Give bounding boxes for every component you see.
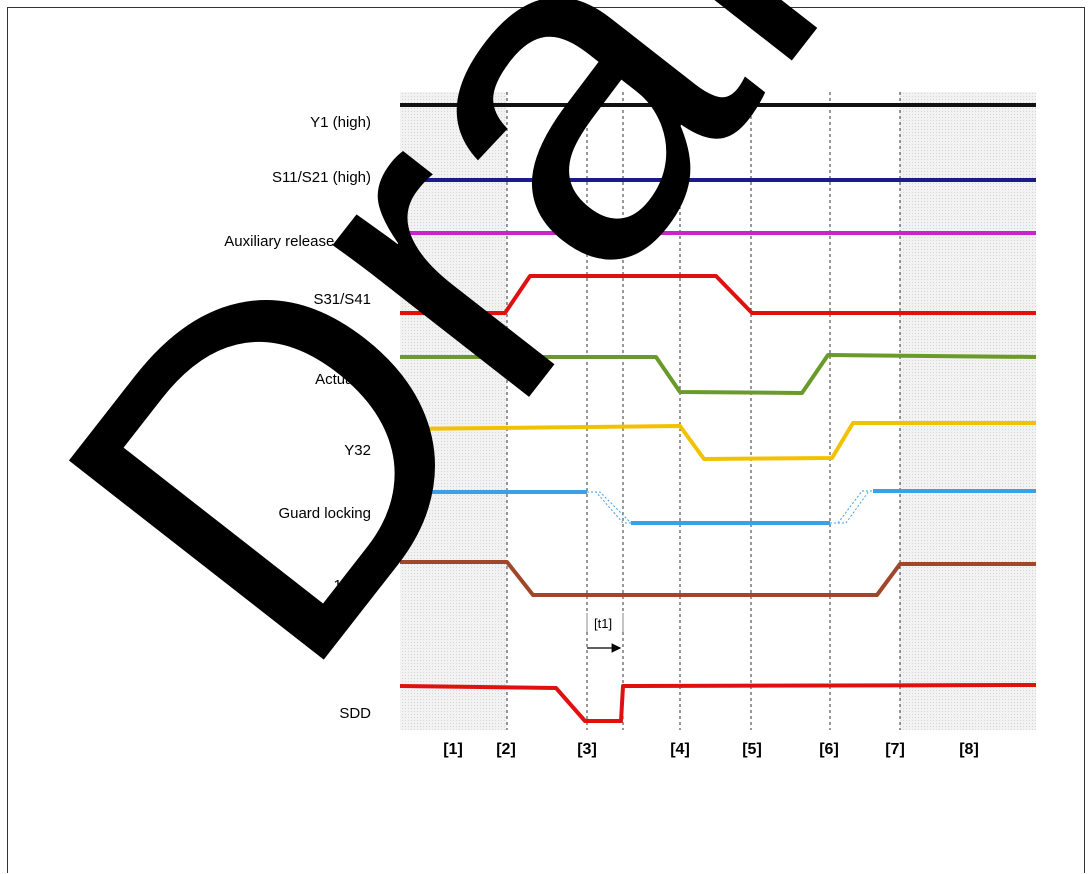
timer-annotation: [t1] <box>586 613 624 653</box>
trace-12-22 <box>400 560 1036 597</box>
timer-label: [t1] <box>594 616 612 631</box>
guard-locking-dash-d <box>830 490 870 524</box>
shaded-region-left <box>400 92 507 730</box>
phase-label-7: [7] <box>885 741 905 758</box>
phase-boundaries <box>506 92 901 730</box>
guard-locking-dash-b <box>587 491 631 524</box>
label-s11-s21: S11/S21 (high) <box>272 169 371 186</box>
trace-s31-s41 <box>400 274 1036 315</box>
phase-label-8: [8] <box>959 741 979 758</box>
signal-labels: Y1 (high) S11/S21 (high) Auxiliary relea… <box>224 114 371 722</box>
trace-sdd <box>399 683 1037 723</box>
diagram-frame <box>7 7 1085 873</box>
label-y1: Y1 (high) <box>310 114 371 131</box>
trace-y32 <box>399 421 1036 461</box>
shaded-region-right <box>900 92 1036 730</box>
guard-locking-dash-c <box>830 490 873 524</box>
phase-labels: [1] [2] [3] [4] [5] [6] [7] [8] <box>443 741 979 758</box>
label-12-22: 12/22 <box>333 577 371 594</box>
signal-traces <box>399 103 1037 723</box>
phase-label-2: [2] <box>496 741 516 758</box>
phase-label-6: [6] <box>819 741 839 758</box>
phase-label-1: [1] <box>443 741 463 758</box>
label-auxiliary-release: Auxiliary release (low) <box>224 233 371 250</box>
trace-guard-locking <box>400 489 1036 525</box>
label-actuator: Actuator <box>315 371 371 388</box>
label-sdd: SDD <box>339 705 371 722</box>
phase-label-4: [4] <box>670 741 690 758</box>
label-guard-locking: Guard locking <box>278 505 371 522</box>
label-s31-s41: S31/S41 <box>313 291 371 308</box>
phase-label-3: [3] <box>577 741 597 758</box>
label-y32: Y32 <box>344 442 371 459</box>
trace-actuator <box>400 353 1037 395</box>
phase-label-5: [5] <box>742 741 762 758</box>
